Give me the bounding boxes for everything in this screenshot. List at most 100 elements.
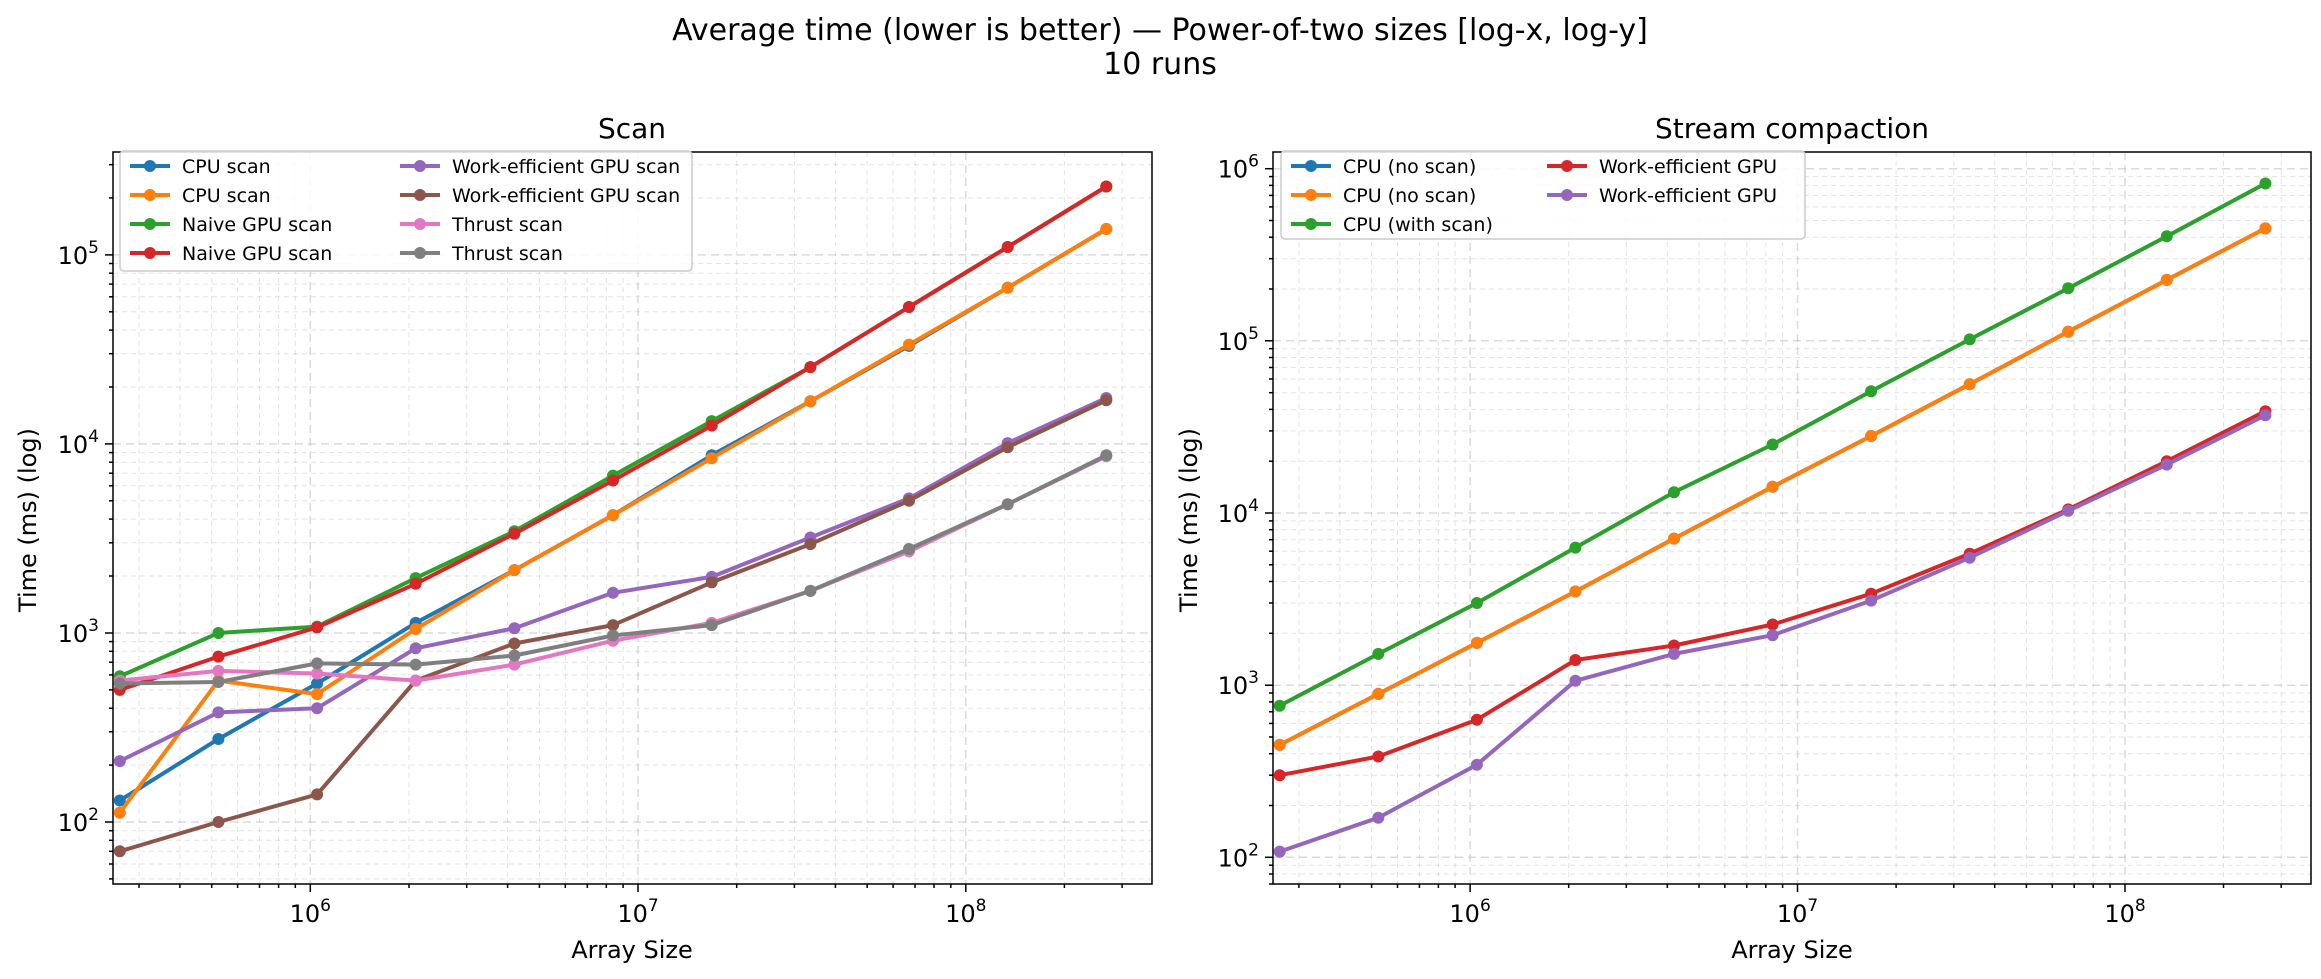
scan-series-1-point: [804, 395, 817, 408]
compaction-legend-label: CPU (no scan): [1343, 156, 1476, 178]
compaction-legend-marker: [1305, 218, 1317, 230]
compaction-series-2-point: [1963, 333, 1976, 346]
compaction-series-1-point: [1273, 738, 1286, 751]
scan-series-1-point: [409, 623, 422, 635]
compaction-series-2-point: [2160, 230, 2173, 243]
compaction-legend-marker: [1305, 189, 1317, 201]
compaction-series-1-point: [1766, 480, 1779, 493]
scan-series-6-point: [311, 667, 324, 680]
scan-y-tick-label: 104: [58, 427, 99, 459]
compaction-series-3-point: [1766, 618, 1779, 631]
scan-legend-label: Thrust scan: [451, 243, 563, 265]
scan-y-tick-label: 102: [58, 805, 99, 837]
scan-series-7-point: [311, 657, 324, 670]
scan-series-3-point: [1100, 180, 1113, 193]
compaction-legend: CPU (no scan) CPU (no scan) CPU (with scan…: [1280, 150, 1806, 240]
scan-legend-marker: [144, 218, 156, 230]
scan-series-5-point: [804, 538, 817, 551]
stream-compaction-chart: Stream compaction Array Size Time (ms) (…: [1175, 112, 2312, 964]
scan-series-3-point: [804, 361, 817, 374]
scan-legend-marker: [414, 247, 426, 259]
scan-legend-label: Naive GPU scan: [182, 214, 332, 236]
compaction-series-2-point: [1470, 597, 1483, 609]
scan-series-0-point: [113, 794, 126, 807]
scan-grid: [113, 152, 1152, 884]
compaction-series-4-point: [2160, 458, 2173, 471]
compaction-y-tick-label: 106: [1218, 152, 1259, 184]
scan-legend-marker: [144, 247, 156, 259]
scan-series-4-point: [508, 622, 521, 635]
compaction-series-1-point: [1569, 585, 1582, 598]
compaction-grid: [1273, 152, 2311, 885]
compaction-series-4-point: [1963, 551, 1976, 564]
scan-legend-label: Thrust scan: [451, 214, 563, 236]
compaction-legend-marker: [1561, 189, 1573, 201]
compaction-x-tick-label: 108: [2104, 896, 2145, 928]
scan-series-6-point: [212, 664, 225, 677]
scan-series-5-point: [1001, 441, 1014, 454]
scan-series-6-point: [508, 658, 521, 671]
compaction-legend-marker: [1305, 160, 1317, 172]
scan-legend-label: Work-efficient GPU scan: [452, 156, 680, 178]
compaction-series-3-point: [1273, 769, 1286, 782]
scan-series-4-point: [311, 702, 324, 715]
compaction-series-2-point: [1766, 438, 1779, 451]
figure-suptitle: Average time (lower is better) — Power-o…: [672, 13, 1648, 48]
scan-legend-label: CPU scan: [182, 185, 271, 207]
scan-y-tick-label: 103: [58, 616, 99, 648]
scan-series-5-point: [705, 576, 718, 589]
compaction-legend-box: [1280, 150, 1806, 240]
scan-series-1-point: [508, 564, 521, 577]
scan-series-1-point: [311, 688, 324, 701]
scan-series-1-point: [113, 806, 126, 819]
scan-series-1-point: [607, 509, 619, 522]
compaction-series-1-point: [2160, 273, 2173, 286]
scan-series-5-point: [508, 637, 521, 650]
compaction-series-2-point: [2062, 282, 2075, 295]
compaction-x-tick-label: 106: [1449, 896, 1490, 928]
compaction-legend-label: Work-efficient GPU: [1599, 156, 1777, 178]
scan-legend-label: Work-efficient GPU scan: [452, 185, 680, 207]
compaction-series-3-point: [1372, 750, 1385, 763]
stream-compaction-x-axis-label: Array Size: [1731, 936, 1853, 964]
scan-series-6-point: [409, 674, 422, 687]
figure-subtitle: 10 runs: [1103, 47, 1217, 82]
scan-series-7-point: [409, 658, 422, 671]
scan-y-tick-label: 105: [58, 238, 99, 270]
scan-series-5-point: [113, 845, 126, 858]
scan-series-0-point: [311, 677, 324, 690]
scan-series-7-point: [1001, 498, 1014, 511]
scan-series-7-point: [705, 619, 718, 632]
scan-series-3-point: [212, 650, 225, 663]
compaction-series-1-point: [1470, 636, 1483, 649]
scan-series-4-point: [212, 706, 225, 719]
scan-series-7-point: [508, 649, 521, 662]
scan-series-4-point: [409, 642, 422, 655]
compaction-series-1-point: [2062, 325, 2075, 338]
compaction-series-4-point: [1766, 629, 1779, 642]
compaction-legend-marker: [1561, 160, 1573, 172]
compaction-legend-label: Work-efficient GPU: [1599, 185, 1777, 207]
compaction-series-4-point: [1273, 845, 1286, 858]
compaction-series-4-point: [2062, 504, 2075, 517]
compaction-series-3-point: [1569, 654, 1582, 666]
scan-legend-label: CPU scan: [182, 156, 271, 178]
compaction-y-tick-label: 104: [1218, 496, 1259, 528]
scan-series-1-point: [903, 338, 915, 351]
compaction-series-4-point: [1865, 594, 1878, 607]
scan-series-7-point: [607, 629, 619, 642]
scan-series-5-point: [1100, 394, 1113, 407]
scan-series-5-point: [212, 816, 225, 828]
compaction-series-1-point: [1668, 532, 1680, 545]
scan-series-7-point: [113, 677, 126, 690]
compaction-legend-label: CPU (with scan): [1343, 214, 1493, 236]
scan-legend-marker: [144, 160, 156, 172]
compaction-series-1-point: [1372, 687, 1385, 700]
compaction-y-tick-label: 103: [1218, 668, 1259, 700]
compaction-series-2-point: [2259, 177, 2272, 190]
scan-series-3-point: [903, 301, 915, 313]
scan-legend-box: [119, 150, 693, 272]
compaction-series-4-point: [1372, 811, 1385, 824]
